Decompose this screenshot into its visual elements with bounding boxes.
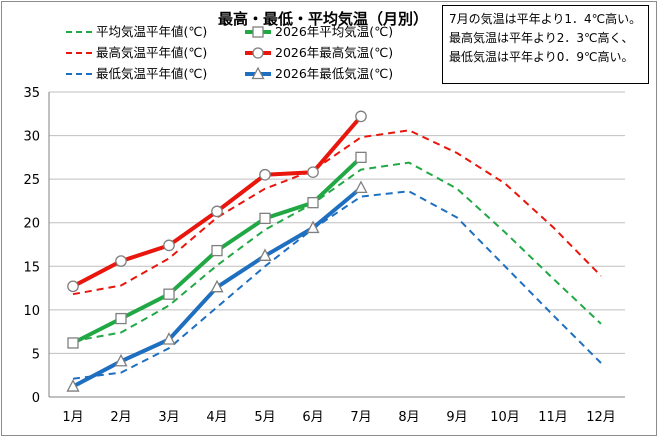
x-tick-label: 10月 bbox=[490, 410, 520, 425]
note-line-3: 最低気温は平年より0．9℃高い。 bbox=[449, 50, 634, 64]
series-5-point bbox=[66, 379, 80, 392]
y-tick-label: 15 bbox=[23, 260, 40, 275]
legend-item: 2026年平均気温(℃) bbox=[243, 23, 433, 41]
series-line-4 bbox=[72, 190, 602, 380]
x-tick-label: 2月 bbox=[110, 410, 131, 425]
series-1-point bbox=[355, 151, 367, 164]
chart-title: 最高・最低・平均気温（月別） bbox=[218, 10, 429, 28]
series-3-point bbox=[355, 110, 367, 123]
y-tick-label: 25 bbox=[23, 173, 40, 188]
x-tick-label: 4月 bbox=[206, 410, 227, 425]
x-tick-label: 9月 bbox=[446, 410, 467, 425]
x-tick-label: 11月 bbox=[538, 410, 568, 425]
series-1-point bbox=[211, 244, 223, 257]
legend-swatch bbox=[66, 52, 92, 54]
legend-label: 2026年平均気温(℃) bbox=[275, 24, 394, 39]
series-1-point bbox=[259, 212, 271, 225]
series-1-point bbox=[307, 197, 319, 209]
series-3-point bbox=[163, 239, 175, 252]
series-line-2 bbox=[72, 129, 602, 296]
x-tick-label: 12月 bbox=[586, 410, 616, 425]
x-tick-label: 6月 bbox=[302, 410, 323, 425]
note-box: 7月の気温は平年より1．4℃高い。 最高気温は平年より2．3℃高く、 最低気温は… bbox=[442, 5, 649, 84]
series-3-point bbox=[67, 280, 79, 293]
series-5-point bbox=[162, 332, 176, 345]
series-5-point bbox=[114, 353, 128, 367]
legend-swatch bbox=[66, 31, 92, 33]
series-5-point bbox=[258, 248, 272, 261]
series-line-0 bbox=[72, 161, 602, 343]
legend-item: 2026年最低気温(℃) bbox=[243, 65, 433, 83]
note-line-1: 7月の気温は平年より1．4℃高い。 bbox=[449, 12, 642, 26]
series-5-point bbox=[210, 279, 224, 293]
note-line-2: 最高気温は平年より2．3℃高く、 bbox=[449, 31, 634, 45]
legend-label: 平均気温平年値(℃) bbox=[96, 24, 208, 39]
y-tick-label: 30 bbox=[23, 130, 40, 145]
legend-item: 最低気温平年値(℃) bbox=[64, 65, 254, 83]
x-tick-label: 5月 bbox=[254, 410, 275, 425]
legend-item: 最高気温平年値(℃) bbox=[64, 44, 254, 62]
legend-label: 2026年最高気温(℃) bbox=[275, 45, 394, 60]
series-3-point bbox=[307, 166, 319, 179]
series-3-point bbox=[115, 255, 127, 267]
x-tick-label: 1月 bbox=[62, 410, 83, 425]
series-1-point bbox=[163, 288, 175, 300]
legend-label: 最低気温平年値(℃) bbox=[96, 66, 208, 81]
legend-swatch bbox=[66, 73, 92, 75]
y-tick-label: 35 bbox=[23, 86, 40, 101]
x-tick-label: 8月 bbox=[398, 410, 419, 425]
legend-item: 2026年最高気温(℃) bbox=[243, 44, 433, 62]
legend-item: 平均気温平年値(℃) bbox=[64, 23, 254, 41]
y-tick-label: 10 bbox=[23, 304, 40, 319]
series-3-point bbox=[259, 168, 271, 181]
legend-label: 2026年最低気温(℃) bbox=[275, 66, 394, 81]
series-5-point bbox=[354, 180, 368, 194]
series-1-point bbox=[67, 337, 79, 349]
x-tick-label: 3月 bbox=[158, 410, 179, 425]
legend-swatch bbox=[245, 26, 271, 38]
y-tick-label: 5 bbox=[32, 347, 40, 362]
y-tick-label: 20 bbox=[23, 217, 40, 232]
series-5-point bbox=[306, 220, 320, 234]
series-3-point bbox=[211, 205, 223, 218]
series-1-point bbox=[115, 312, 127, 325]
legend-swatch bbox=[245, 47, 271, 59]
y-tick-label: 0 bbox=[32, 391, 40, 406]
legend-label: 最高気温平年値(℃) bbox=[96, 45, 208, 60]
legend-swatch bbox=[245, 66, 271, 80]
x-tick-label: 7月 bbox=[350, 410, 371, 425]
